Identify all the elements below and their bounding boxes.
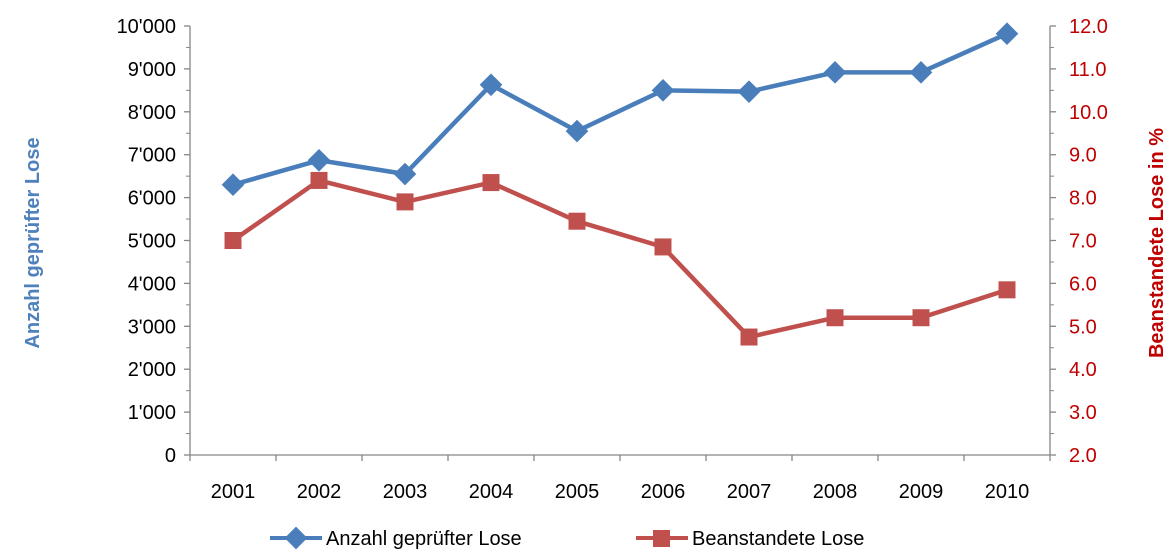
left-tick-label: 9'000 xyxy=(128,59,176,81)
legend-label-beanstandete: Beanstandete Lose xyxy=(692,528,864,550)
x-tick-label: 2005 xyxy=(555,481,600,503)
right-tick-label: 12.0 xyxy=(1069,16,1108,38)
legend: Anzahl geprüfter Lose Beanstandete Lose xyxy=(270,526,864,550)
left-tick-label: 0 xyxy=(165,445,176,467)
right-tick-label: 8.0 xyxy=(1069,188,1097,210)
data-point-diamond xyxy=(995,22,1019,46)
data-point-square xyxy=(224,232,242,249)
left-tick-label: 7'000 xyxy=(128,145,176,167)
data-point-diamond xyxy=(651,79,675,102)
right-axis-ticks: 2.0 3.0 4.0 5.0 6.0 7.0 8.0 9.0 10.0 11.0 12.0 xyxy=(1050,16,1108,467)
series-line-beanstandete xyxy=(231,178,1008,340)
right-tick-label: 3.0 xyxy=(1069,402,1097,424)
left-axis-title: Anzahl geprüfter Lose xyxy=(22,137,44,348)
left-tick-label: 8'000 xyxy=(128,102,176,124)
series-lines xyxy=(231,31,1008,340)
data-point-diamond xyxy=(909,61,933,84)
x-tick-label: 2007 xyxy=(727,481,772,503)
data-point-square xyxy=(482,174,500,192)
x-tick-label: 2006 xyxy=(641,481,686,503)
data-point-square xyxy=(310,171,328,189)
left-tick-label: 4'000 xyxy=(128,273,176,295)
data-point-square xyxy=(998,281,1016,299)
data-point-diamond xyxy=(479,73,503,97)
data-point-square xyxy=(396,193,414,211)
right-tick-label: 2.0 xyxy=(1069,445,1097,467)
data-point-square xyxy=(826,309,844,327)
right-tick-label: 6.0 xyxy=(1069,273,1097,295)
left-tick-label: 1'000 xyxy=(128,402,176,424)
right-tick-label: 10.0 xyxy=(1069,102,1108,124)
left-tick-label: 6'000 xyxy=(128,188,176,210)
x-tick-label: 2009 xyxy=(899,481,944,503)
data-point-diamond xyxy=(565,119,589,143)
data-point-square xyxy=(568,212,586,230)
x-tick-label: 2008 xyxy=(813,481,858,503)
x-axis-ticks: 2001 2002 2003 2004 2005 2006 2007 2008 2009 2010 xyxy=(189,455,1051,503)
legend-marker-square xyxy=(653,530,670,547)
right-tick-label: 4.0 xyxy=(1069,359,1097,381)
left-axis-ticks: 0 1'000 2'000 3'000 4'000 5'000 6'000 7'000 8'00… xyxy=(117,16,190,467)
left-tick-label: 10'000 xyxy=(117,16,176,38)
x-tick-label: 2004 xyxy=(469,481,514,503)
left-tick-label: 3'000 xyxy=(128,316,176,338)
x-tick-label: 2010 xyxy=(985,481,1030,503)
legend-label-anzahl: Anzahl geprüfter Lose xyxy=(326,528,522,550)
right-tick-label: 9.0 xyxy=(1069,145,1097,167)
data-point-square xyxy=(654,238,672,256)
left-tick-label: 5'000 xyxy=(128,231,176,253)
series-line-anzahl xyxy=(232,31,1008,187)
x-tick-label: 2002 xyxy=(297,481,342,503)
data-point-diamond xyxy=(221,173,245,197)
plot-frame xyxy=(189,26,1051,456)
x-tick-label: 2001 xyxy=(211,481,256,503)
legend-marker-diamond xyxy=(284,526,308,550)
data-point-diamond xyxy=(307,148,331,172)
data-point-square xyxy=(912,309,930,327)
data-point-diamond xyxy=(737,80,761,103)
right-tick-label: 5.0 xyxy=(1069,316,1097,338)
data-point-square xyxy=(740,328,758,346)
data-point-diamond xyxy=(823,61,847,84)
legend-item-anzahl: Anzahl geprüfter Lose xyxy=(270,526,522,550)
right-tick-label: 7.0 xyxy=(1069,231,1097,253)
left-tick-label: 2'000 xyxy=(128,359,176,381)
right-tick-label: 11.0 xyxy=(1069,59,1106,81)
legend-item-beanstandete: Beanstandete Lose xyxy=(636,528,864,550)
x-tick-label: 2003 xyxy=(383,481,428,503)
right-axis-title: Beanstandete Lose in % xyxy=(1146,128,1168,358)
